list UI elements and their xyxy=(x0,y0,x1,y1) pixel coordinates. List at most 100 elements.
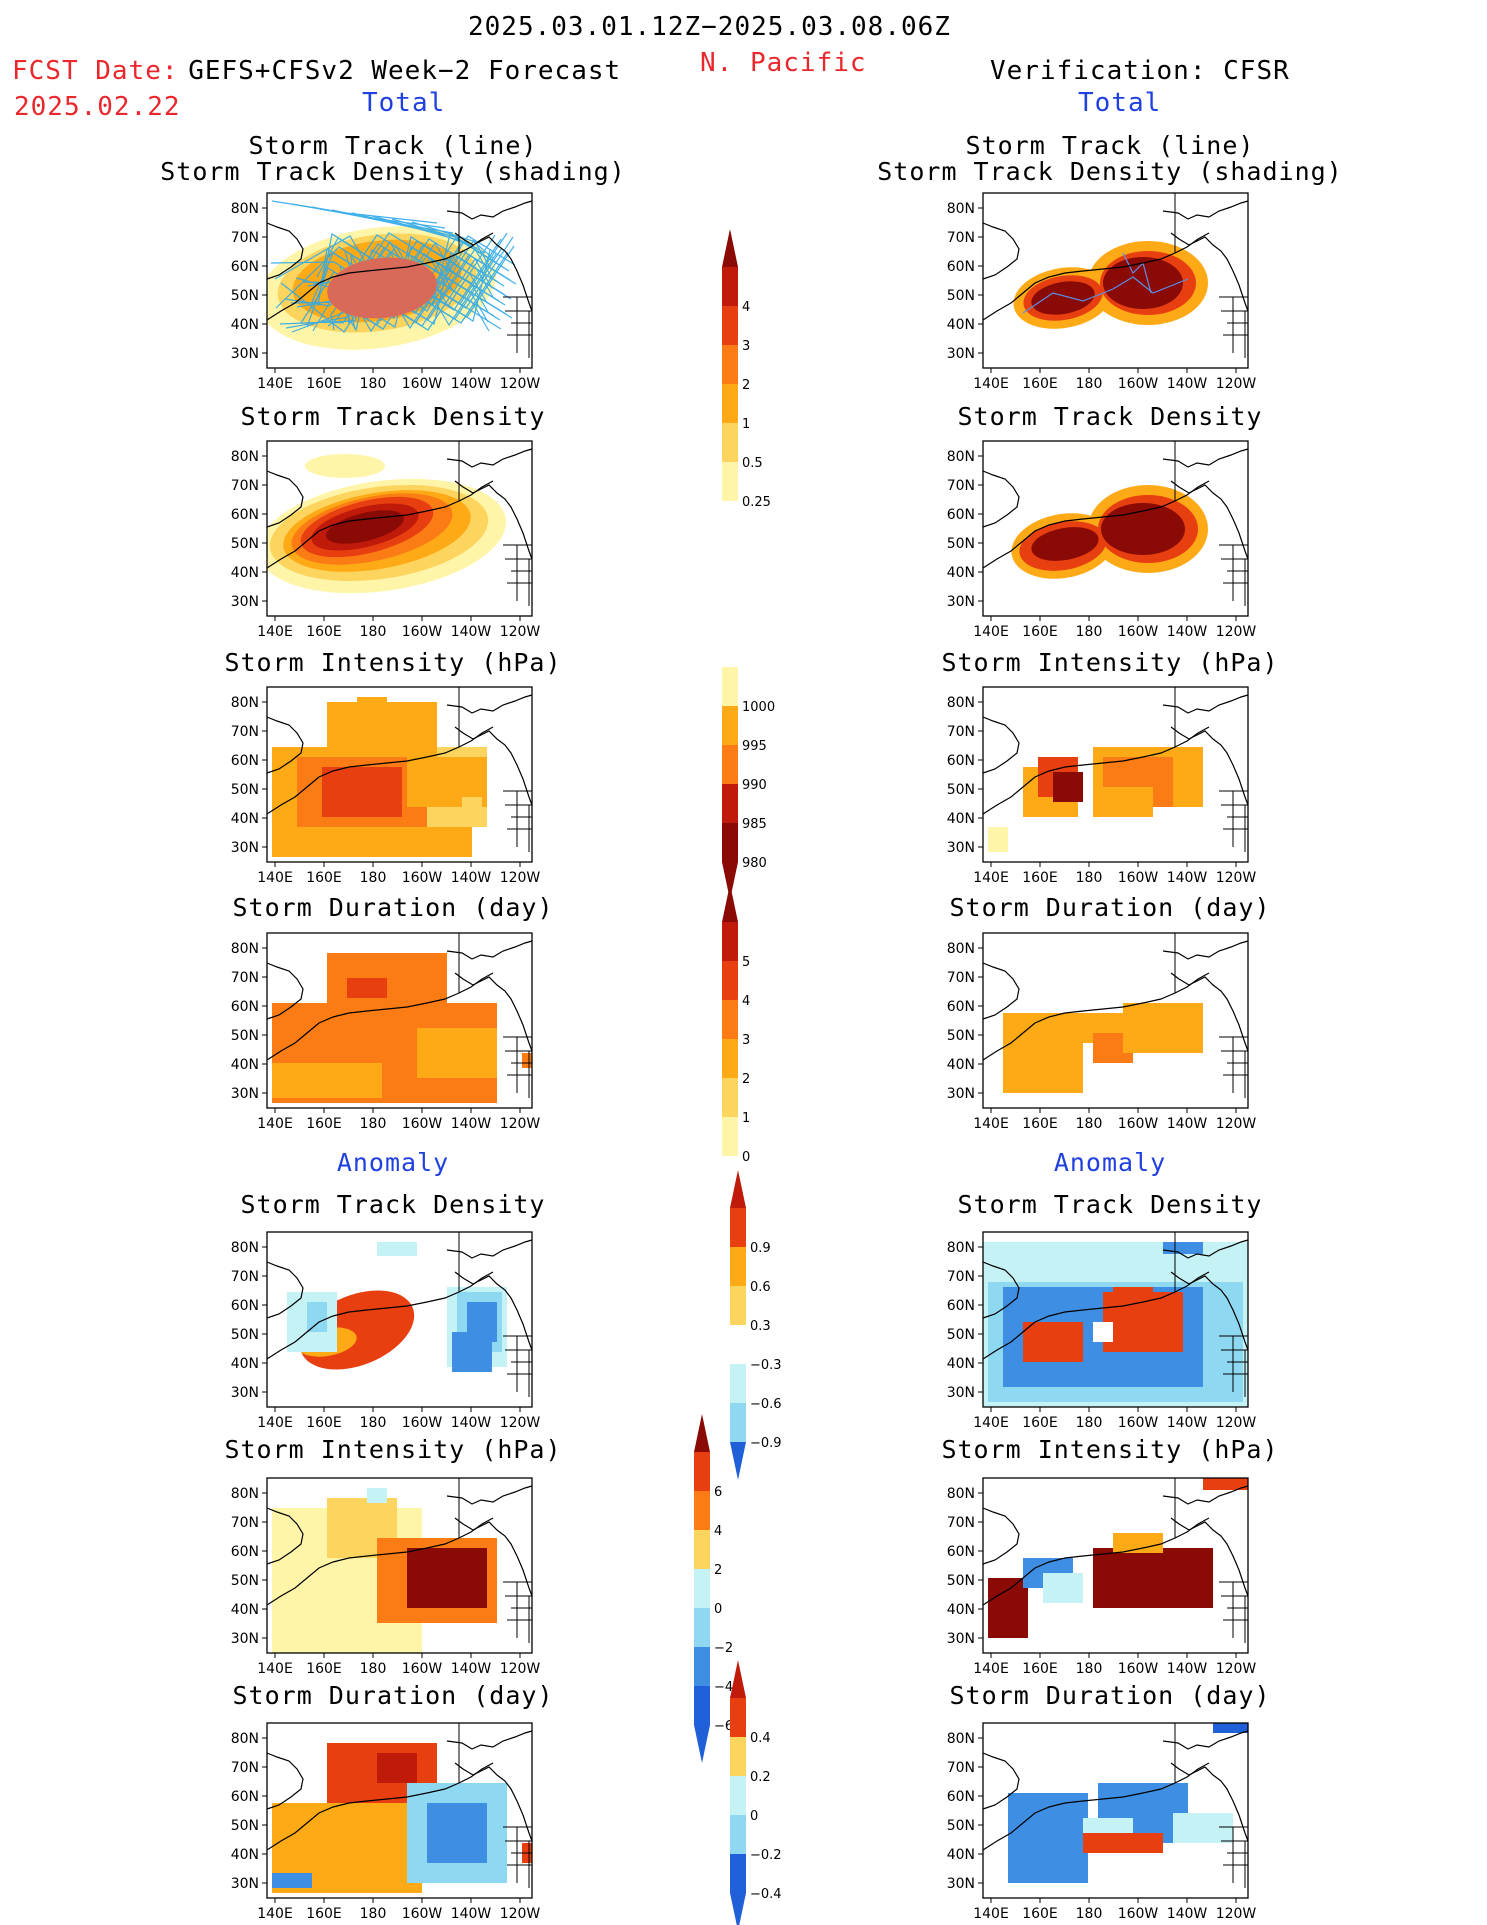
colorbar-tick-label: 0.25 xyxy=(742,495,771,510)
lon-tick-label: 120W xyxy=(1216,870,1257,886)
map-frame xyxy=(266,1231,533,1408)
title-l5: Storm Track Density xyxy=(240,1190,546,1219)
title-r1-a: Storm Track (line) xyxy=(965,131,1255,160)
colorbar-segment xyxy=(730,1815,746,1854)
colorbar-tick-label: 3 xyxy=(742,339,750,354)
colorbar-tick-label: −0.2 xyxy=(750,1848,782,1863)
coastline-asia xyxy=(266,1261,304,1319)
lon-tick-label: 140E xyxy=(257,1906,293,1922)
total-label-left: Total xyxy=(362,88,446,118)
lat-tick-label: 40N xyxy=(947,811,975,827)
colorbar-tick-label: 1000 xyxy=(742,700,775,715)
lon-tick-label: 140E xyxy=(973,1906,1009,1922)
colorbar-tick-label: 0.6 xyxy=(750,1280,771,1295)
lat-tick-label: 50N xyxy=(947,1028,975,1044)
lat-tick-label: 80N xyxy=(231,1486,259,1502)
lat-tick-label: 80N xyxy=(231,695,259,711)
coastline-north-america xyxy=(446,448,533,560)
field-shading xyxy=(272,697,487,857)
lat-tick-label: 70N xyxy=(947,1760,975,1776)
lon-tick-label: 140W xyxy=(451,376,492,392)
lat-tick-label: 30N xyxy=(947,1876,975,1892)
lon-tick-label: 180 xyxy=(360,376,387,392)
lon-tick-label: 140W xyxy=(1167,1906,1208,1922)
lat-tick-label: 80N xyxy=(947,941,975,957)
field-shading xyxy=(988,1478,1248,1638)
coastline-asia xyxy=(982,962,1020,1020)
lat-tick-label: 30N xyxy=(231,1876,259,1892)
lat-tick-label: 60N xyxy=(231,1544,259,1560)
coastline-north-america xyxy=(1162,1485,1249,1597)
map-frame xyxy=(982,1722,1249,1899)
lon-tick-label: 160E xyxy=(1022,1661,1058,1677)
lat-tick-label: 70N xyxy=(947,724,975,740)
colorbar-segment xyxy=(694,1686,710,1725)
lon-tick-label: 160E xyxy=(306,376,342,392)
coastline xyxy=(266,232,494,321)
title-l7: Storm Duration (day) xyxy=(232,1681,554,1710)
map-panel-r5-forecast: 80N 70N 60N 50N 40N 30N 140E 160E 180 160W 140W 120… xyxy=(231,1231,540,1431)
lon-tick-label: 120W xyxy=(500,1661,541,1677)
colorbar-segment xyxy=(722,1000,738,1039)
lat-tick-label: 70N xyxy=(231,970,259,986)
lon-tick-label: 140W xyxy=(451,1906,492,1922)
colorbar-duration: 5 4 3 2 1 0 xyxy=(722,884,750,1165)
lat-tick-label: 70N xyxy=(231,724,259,740)
coastline-north-america xyxy=(1162,1730,1249,1842)
lat-tick-label: 50N xyxy=(947,1818,975,1834)
colorbar-segment xyxy=(722,667,738,706)
map-panel-r1-forecast: 80N 70N 60N 50N 40N 30N 140E 160E 180 160W 140W 120… xyxy=(231,192,540,392)
lat-tick-label: 50N xyxy=(947,288,975,304)
total-label-right: Total xyxy=(1078,88,1162,118)
lat-tick-label: 70N xyxy=(947,1515,975,1531)
lon-tick-label: 160E xyxy=(1022,1116,1058,1132)
colorbar-top-arrow xyxy=(722,884,738,922)
colorbar-segment xyxy=(722,267,738,306)
lon-tick-label: 180 xyxy=(360,870,387,886)
lat-tick-label: 80N xyxy=(231,1240,259,1256)
field-shading xyxy=(1011,485,1208,579)
lat-tick-label: 30N xyxy=(947,840,975,856)
colorbar-tick-label: 1 xyxy=(742,1111,750,1126)
lat-tick-label: 40N xyxy=(947,1847,975,1863)
coastline-north-america xyxy=(446,1485,533,1597)
lat-tick-label: 40N xyxy=(231,1356,259,1372)
anomaly-label-right: Anomaly xyxy=(1053,1148,1167,1177)
lon-tick-label: 140E xyxy=(257,1415,293,1431)
lon-tick-label: 140W xyxy=(1167,624,1208,640)
map-panel-r4-forecast: 80N 70N 60N 50N 40N 30N 140E 160E 180 160W 140W 120… xyxy=(231,932,540,1132)
coastline-north-america xyxy=(1162,940,1249,1052)
political-borders xyxy=(1174,1723,1248,1888)
colorbar-top-arrow xyxy=(730,1660,746,1698)
lon-tick-label: 140E xyxy=(973,376,1009,392)
title-l4: Storm Duration (day) xyxy=(232,893,554,922)
lat-tick-label: 40N xyxy=(231,317,259,333)
date-range-title: 2025.03.01.12Z−2025.03.08.06Z xyxy=(468,12,951,42)
colorbar-tick-label: 4 xyxy=(714,1524,722,1539)
colorbar-segment xyxy=(722,462,738,501)
colorbar-segment xyxy=(694,1491,710,1530)
colorbar-segment xyxy=(730,1737,746,1776)
lat-tick-label: 60N xyxy=(231,1789,259,1805)
coastline-asia xyxy=(982,470,1020,528)
colorbar-bottom-arrow xyxy=(730,1893,746,1925)
colorbar-tick-label: −0.9 xyxy=(750,1436,782,1451)
lon-tick-label: 120W xyxy=(1216,624,1257,640)
colorbar-segment xyxy=(722,1078,738,1117)
lat-tick-label: 30N xyxy=(231,1086,259,1102)
map-frame xyxy=(982,686,1249,863)
coastline xyxy=(982,480,1210,569)
lon-tick-label: 140W xyxy=(1167,870,1208,886)
lat-tick-label: 70N xyxy=(231,1760,259,1776)
lat-tick-label: 30N xyxy=(947,1086,975,1102)
colorbar-segment xyxy=(694,1530,710,1569)
lat-tick-label: 60N xyxy=(947,1298,975,1314)
map-panel-r1-verification: 80N 70N 60N 50N 40N 30N 140E 160E 180 160W 140W 120… xyxy=(947,192,1256,392)
colorbar-density-anomaly: 0.9 0.6 0.3 −0.3 −0.6 −0.9 xyxy=(730,1170,782,1480)
map-panel-r3-forecast: 80N 70N 60N 50N 40N 30N 140E 160E 180 160W 140W 120… xyxy=(231,686,540,886)
coastline xyxy=(982,1271,1210,1360)
field-shading xyxy=(272,953,532,1103)
lon-tick-label: 120W xyxy=(500,1906,541,1922)
lat-tick-label: 30N xyxy=(231,346,259,362)
colorbar-tick-label: 6 xyxy=(714,1485,722,1500)
